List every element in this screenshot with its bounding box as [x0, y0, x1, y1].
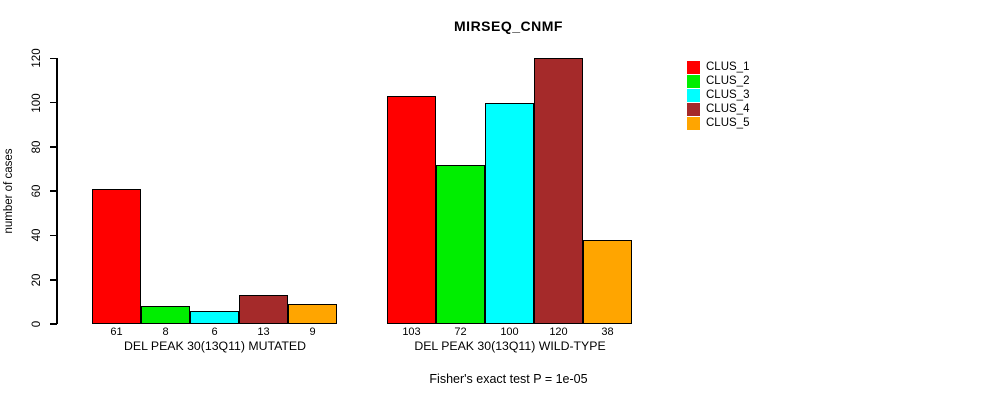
bar-clus_5-group1: [288, 304, 337, 324]
bar-clus_2-group1: [141, 306, 190, 324]
bar-value-label-clus_4-group1: 13: [257, 326, 270, 338]
bar-clus_2-group2: [436, 164, 485, 324]
fisher-test-annotation: Fisher's exact test P = 1e-05: [429, 372, 588, 386]
legend-swatch-clus_3: [687, 88, 700, 102]
legend-label-clus_3: CLUS_3: [706, 88, 750, 101]
y-tick-label-80: 80: [31, 140, 43, 154]
legend-swatch-clus_1: [687, 60, 700, 74]
y-tick-label-100: 100: [31, 93, 43, 113]
legend-label-clus_4: CLUS_4: [706, 103, 750, 116]
bar-value-label-clus_2-group1: 8: [162, 326, 169, 338]
legend-label-clus_1: CLUS_1: [706, 60, 750, 73]
y-tick-100: [50, 101, 57, 104]
y-tick-40: [50, 234, 57, 237]
bar-clus_5-group2: [583, 239, 632, 324]
legend-item-clus_1: CLUS_1: [687, 60, 749, 74]
chart-title: MIRSEQ_CNMF: [454, 18, 563, 34]
bar-value-label-clus_5-group1: 9: [309, 326, 316, 338]
bar-value-label-clus_1-group1: 61: [110, 326, 123, 338]
bar-clus_1-group2: [387, 96, 436, 324]
legend-item-clus_5: CLUS_5: [687, 117, 749, 131]
bar-clus_1-group1: [92, 189, 141, 324]
bar-clus_3-group1: [190, 310, 239, 324]
y-axis-label: number of cases: [3, 148, 15, 234]
y-tick-label-0: 0: [31, 320, 43, 328]
bar-value-label-clus_3-group1: 6: [211, 326, 218, 338]
group-label-mutated: DEL PEAK 30(13Q11) MUTATED: [123, 339, 306, 353]
y-tick-0: [50, 323, 57, 325]
bar-value-label-clus_5-group2: 38: [601, 326, 614, 338]
bar-value-label-clus_1-group2: 103: [402, 326, 421, 338]
bar-clus_4-group1: [239, 295, 288, 324]
bar-value-label-clus_3-group2: 100: [500, 326, 519, 338]
bar-clus_4-group2: [534, 58, 583, 324]
bar-clus_3-group2: [485, 102, 534, 324]
legend: CLUS_1 CLUS_2 CLUS_3 CLUS_4 CLUS_5: [687, 60, 749, 131]
y-tick-60: [50, 190, 57, 192]
y-tick-label-120: 120: [31, 48, 43, 69]
group-label-wild-type: DEL PEAK 30(13Q11) WILD-TYPE: [414, 339, 606, 353]
bar-value-label-clus_4-group2: 120: [549, 326, 568, 338]
y-tick-label-20: 20: [31, 273, 43, 287]
legend-item-clus_2: CLUS_2: [687, 74, 749, 88]
y-tick-label-40: 40: [31, 229, 43, 242]
y-tick-label-60: 60: [31, 184, 43, 198]
legend-swatch-clus_5: [687, 117, 700, 131]
legend-label-clus_2: CLUS_2: [706, 74, 750, 87]
y-tick-120: [50, 57, 57, 60]
y-tick-80: [50, 146, 57, 148]
legend-item-clus_4: CLUS_4: [687, 103, 749, 117]
legend-label-clus_5: CLUS_5: [706, 117, 750, 130]
legend-swatch-clus_2: [687, 74, 700, 88]
legend-item-clus_3: CLUS_3: [687, 88, 749, 102]
y-tick-20: [50, 278, 57, 281]
bar-value-label-clus_2-group2: 72: [454, 326, 467, 338]
legend-swatch-clus_4: [687, 103, 700, 117]
